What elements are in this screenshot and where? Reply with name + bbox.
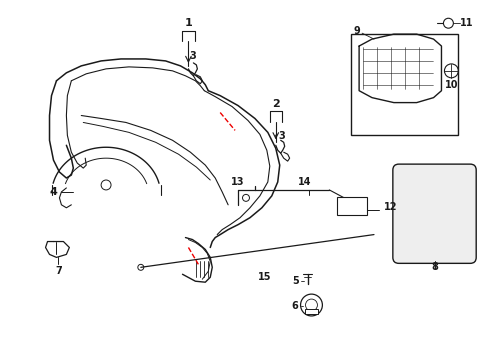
Text: 12: 12 [383,202,397,212]
Text: 9: 9 [353,26,360,36]
Text: 5: 5 [291,276,298,286]
Text: 2: 2 [271,99,279,109]
Text: 1: 1 [184,18,192,28]
Text: 3: 3 [189,51,195,61]
Text: 15: 15 [258,272,271,282]
Text: 13: 13 [231,177,244,187]
Text: 3: 3 [278,131,285,141]
Text: 8: 8 [430,262,437,272]
Text: 7: 7 [55,266,61,276]
Text: 6: 6 [291,301,298,311]
Bar [304,309,318,314]
FancyBboxPatch shape [392,164,475,264]
Text: 11: 11 [459,18,473,28]
Text: 4: 4 [49,187,57,197]
Text: 10: 10 [444,80,457,90]
Text: 14: 14 [297,177,311,187]
Bar [350,34,457,135]
Bar [337,197,366,215]
